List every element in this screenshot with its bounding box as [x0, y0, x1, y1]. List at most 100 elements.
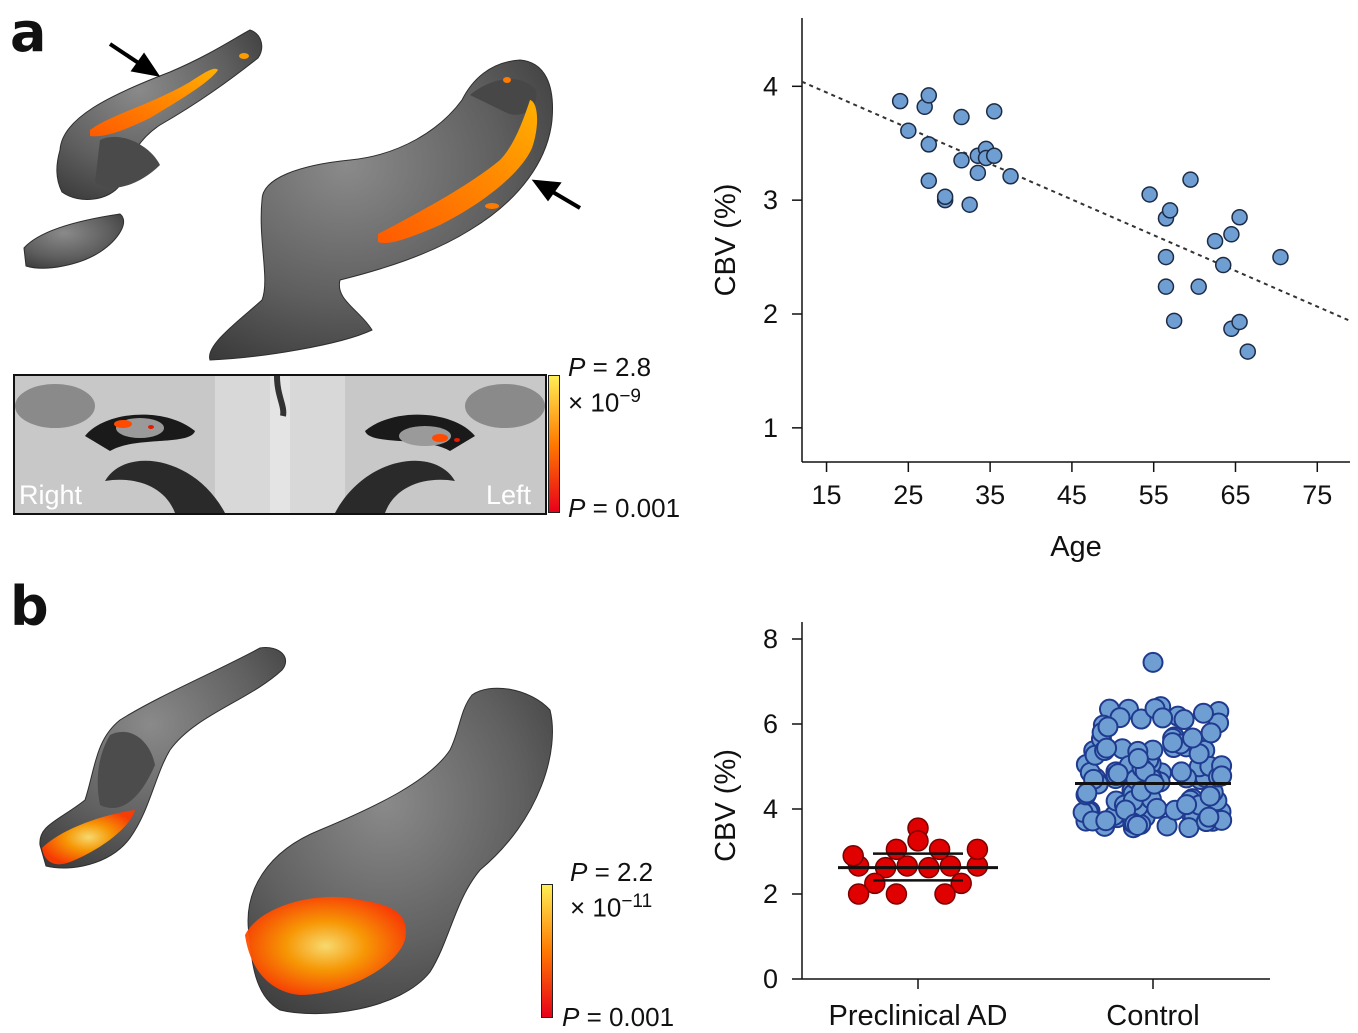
colorbar-a-bottom-label: P = 0.001	[568, 493, 680, 524]
mri-slice-image	[15, 376, 545, 513]
data-point-preclinical-ad	[896, 855, 918, 877]
x-tick-label: 45	[1057, 480, 1087, 510]
y-tick-label: 8	[763, 624, 778, 654]
data-point	[920, 87, 938, 104]
data-point-control	[1161, 732, 1183, 754]
data-point	[1002, 167, 1019, 185]
data-point	[1141, 186, 1158, 203]
x-tick-label: 75	[1302, 480, 1332, 510]
exp-base: × 10	[570, 892, 622, 923]
data-point-control	[1126, 814, 1148, 836]
data-point	[1157, 248, 1175, 266]
data-point-preclinical-ad	[934, 883, 956, 905]
data-point	[961, 196, 978, 213]
data-point	[936, 188, 954, 205]
data-point-preclinical-ad	[950, 872, 972, 895]
data-point	[1161, 202, 1179, 219]
data-point-preclinical-ad	[939, 855, 962, 877]
colorbar-b-top-label: P = 2.2 × 10−11	[570, 857, 653, 923]
data-point-control	[1146, 797, 1168, 819]
exp-value: −9	[619, 386, 641, 407]
p-symbol: P	[570, 857, 588, 887]
p-symbol: P	[568, 493, 586, 523]
category-label: Control	[1106, 1000, 1200, 1032]
data-point-control	[1170, 761, 1192, 783]
category-label: Preclinical AD	[829, 1000, 1008, 1032]
data-point	[1239, 343, 1257, 360]
group-cbv-dotplot: 0 2 4 6 8 Preclinical AD Control CBV (%)	[710, 622, 1270, 1032]
data-point-preclinical-ad	[907, 830, 929, 852]
data-point-control	[1095, 810, 1117, 832]
data-point	[1190, 278, 1207, 295]
data-point	[1214, 256, 1232, 274]
data-point-preclinical-ad	[864, 872, 886, 895]
coronal-mri-slice: Right Left	[13, 374, 547, 515]
colorbar-b-bottom-label: P = 0.001	[562, 1002, 674, 1033]
data-point-control	[1127, 748, 1149, 770]
exp-value: −11	[621, 891, 653, 912]
y-tick-label: 2	[763, 299, 778, 329]
data-point-preclinical-ad	[885, 838, 908, 861]
right-hippocampus-surface	[23, 29, 263, 269]
data-point-preclinical-ad	[885, 883, 908, 905]
exp-base: × 10	[568, 387, 620, 418]
data-point-preclinical-ad	[966, 838, 989, 861]
panel-b-label: b	[10, 575, 49, 638]
slice-label-left: Left	[485, 480, 531, 510]
x-tick-label: 25	[893, 480, 923, 510]
data-point-control	[1097, 716, 1119, 738]
p-value-bottom: = 0.001	[585, 493, 681, 523]
arrow-icon	[108, 42, 161, 77]
x-tick-label: 15	[812, 480, 842, 510]
data-point	[985, 147, 1003, 165]
p-symbol: P	[568, 352, 586, 382]
data-point	[1272, 248, 1289, 266]
data-point-preclinical-ad	[842, 845, 864, 867]
colorbar-a-top-label: P = 2.8 × 10−9	[568, 352, 651, 418]
data-point-preclinical-ad	[847, 883, 870, 905]
trendline	[801, 80, 1351, 322]
data-point-control	[1152, 707, 1174, 729]
colorbar-b	[541, 884, 553, 1018]
data-point-control	[1200, 722, 1222, 744]
data-point	[1157, 278, 1175, 295]
y-tick-label: 2	[763, 879, 778, 909]
data-point-control	[1211, 765, 1233, 787]
data-point-control	[1130, 708, 1152, 730]
age-cbv-scatter-chart: 1 2 3 4 15 25 35 45 55 65 75 Age CBV (%)	[710, 18, 1351, 563]
data-point	[920, 136, 938, 153]
hippocampus-render-a	[23, 29, 582, 361]
data-point-control	[1192, 702, 1214, 724]
left-hippocampus-surface	[209, 59, 554, 361]
x-tick-label: 55	[1139, 480, 1169, 510]
p-value-top: = 2.2	[587, 857, 654, 887]
data-point-control	[1107, 763, 1129, 785]
colorbar-a	[548, 375, 560, 513]
p-value-bottom: = 0.001	[579, 1002, 675, 1032]
p-value-top: = 2.8	[585, 352, 652, 382]
y-tick-label: 3	[763, 185, 778, 215]
data-point-control	[1199, 785, 1221, 807]
data-point	[920, 172, 938, 190]
y-axis-label: CBV (%)	[710, 184, 742, 297]
data-point	[1231, 208, 1248, 226]
data-point	[1182, 171, 1199, 188]
p-symbol: P	[562, 1002, 580, 1032]
data-point-control	[1173, 709, 1195, 731]
y-tick-label: 1	[763, 413, 778, 443]
data-point-preclinical-ad	[928, 838, 951, 861]
x-axis-label: Age	[1050, 531, 1102, 563]
y-tick-label: 4	[763, 71, 778, 101]
arrow-icon	[531, 179, 582, 210]
data-point	[953, 152, 970, 169]
data-point	[1165, 312, 1183, 330]
y-axis-label: CBV (%)	[710, 749, 742, 862]
data-point-control	[1182, 727, 1204, 749]
data-point	[985, 103, 1003, 120]
data-point	[953, 108, 970, 126]
data-point	[1231, 313, 1248, 331]
data-point-control	[1096, 737, 1118, 759]
data-point-control	[1142, 651, 1164, 673]
left-hippocampus-surface	[245, 687, 553, 1015]
data-point	[1223, 226, 1240, 243]
